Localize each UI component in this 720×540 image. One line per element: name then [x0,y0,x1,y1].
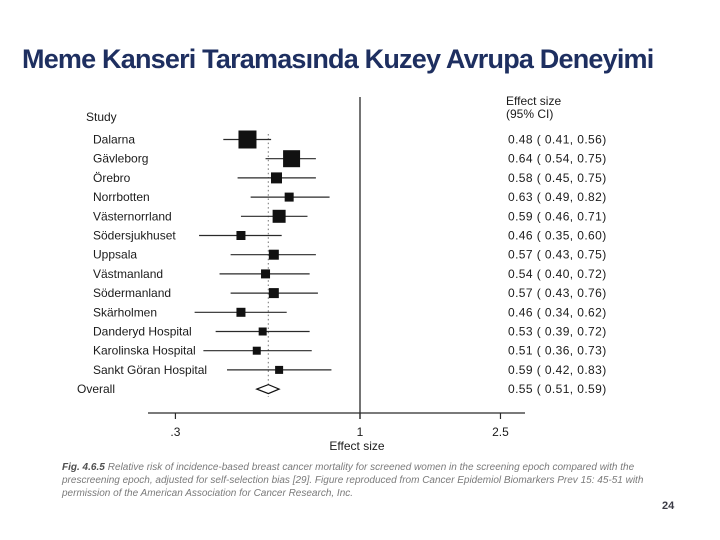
study-label: Södermanland [93,286,171,300]
forest-row: Gävleborg 0.64 ( 0.54, 0.75) [93,150,607,168]
forest-row: Västernorrland 0.59 ( 0.46, 0.71) [93,209,607,223]
x-axis-title: Effect size [329,439,384,453]
overall-diamond [255,383,281,395]
effect-marker [238,130,257,149]
x-axis-tick-label: 1 [357,425,364,439]
effect-marker [275,365,284,374]
effect-marker [261,269,271,279]
effect-size-value: 0.64 ( 0.54, 0.75) [508,152,607,166]
effect-marker [268,288,279,299]
effect-size-value: 0.48 ( 0.41, 0.56) [508,133,607,147]
effect-marker [270,172,282,184]
study-label: Norrbotten [93,190,150,204]
effect-column-header-line1: Effect size [506,94,561,108]
study-label: Gävleborg [93,152,148,166]
forest-row: Örebro 0.58 ( 0.45, 0.75) [93,171,607,185]
figure-caption-text: Relative risk of incidence-based breast … [62,462,644,500]
effect-marker [252,346,261,355]
overall-label: Overall [77,382,115,396]
study-label: Skärholmen [93,305,157,319]
figure-caption-fig-label: Fig. 4.6.5 [62,462,105,473]
forest-row: Norrbotten 0.63 ( 0.49, 0.82) [93,190,607,204]
study-label: Västmanland [93,267,163,281]
study-label: Karolinska Hospital [93,344,196,358]
effect-marker [283,150,301,168]
effect-column-header-line2: (95% CI) [506,107,553,121]
study-label: Örebro [93,171,131,185]
effect-size-value: 0.53 ( 0.39, 0.72) [508,325,607,339]
forest-row: Västmanland 0.54 ( 0.40, 0.72) [93,267,607,281]
study-label: Södersjukhuset [93,229,176,243]
forest-row: Södersjukhuset 0.46 ( 0.35, 0.60) [93,229,607,243]
x-axis-tick-label: 2.5 [492,425,509,439]
effect-marker [236,231,246,240]
effect-size-value: 0.63 ( 0.49, 0.82) [508,190,607,204]
figure-caption: Fig. 4.6.5 Relative risk of incidence-bas… [62,461,662,501]
forest-row: Skärholmen 0.46 ( 0.34, 0.62) [93,305,607,319]
effect-size-value: 0.54 ( 0.40, 0.72) [508,267,607,281]
effect-size-value: 0.59 ( 0.46, 0.71) [508,209,607,223]
study-column-header: Study [86,110,117,124]
forest-row: Karolinska Hospital 0.51 ( 0.36, 0.73) [93,344,607,358]
effect-size-value: 0.57 ( 0.43, 0.75) [508,248,607,262]
effect-marker [236,307,246,317]
effect-size-value: 0.58 ( 0.45, 0.75) [508,171,607,185]
x-axis-tick-label: .3 [170,425,180,439]
slide-title: Meme Kanseri Taramasında Kuzey Avrupa De… [22,44,654,74]
page-number: 24 [662,500,675,512]
effect-marker [272,209,286,223]
study-label: Dalarna [93,133,135,147]
effect-marker [258,327,267,336]
overall-effect-size-value: 0.55 ( 0.51, 0.59) [508,382,607,396]
effect-size-value: 0.51 ( 0.36, 0.73) [508,344,607,358]
forest-row: Uppsala 0.57 ( 0.43, 0.75) [93,248,607,262]
study-label: Uppsala [93,248,137,262]
effect-size-value: 0.46 ( 0.35, 0.60) [508,229,607,243]
effect-size-value: 0.57 ( 0.43, 0.76) [508,286,607,300]
forest-row: Dalarna 0.48 ( 0.41, 0.56) [93,130,607,149]
effect-size-value: 0.59 ( 0.42, 0.83) [508,363,607,377]
forest-row-overall: Overall 0.55 ( 0.51, 0.59) [77,382,607,396]
effect-size-value: 0.46 ( 0.34, 0.62) [508,305,607,319]
forest-row: Danderyd Hospital 0.53 ( 0.39, 0.72) [93,325,607,339]
forest-row: Södermanland 0.57 ( 0.43, 0.76) [93,286,607,300]
study-label: Sankt Göran Hospital [93,363,207,377]
forest-row: Sankt Göran Hospital 0.59 ( 0.42, 0.83) [93,363,607,377]
effect-marker [268,249,279,260]
effect-marker [284,192,294,202]
study-label: Västernorrland [93,209,172,223]
study-label: Danderyd Hospital [93,325,192,339]
